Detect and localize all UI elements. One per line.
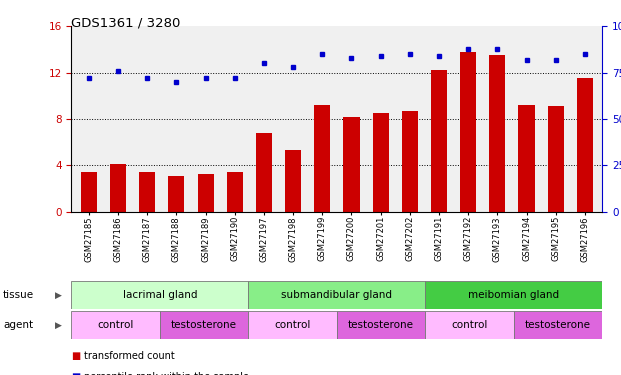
Bar	[425, 311, 514, 339]
Bar	[139, 172, 155, 212]
Bar	[110, 164, 126, 212]
Text: submandibular gland: submandibular gland	[281, 290, 392, 300]
Text: tissue: tissue	[3, 290, 34, 300]
Bar	[168, 176, 184, 212]
Bar	[256, 133, 272, 212]
Bar	[160, 311, 248, 339]
Bar	[337, 311, 425, 339]
Text: ■: ■	[71, 351, 81, 361]
Bar	[577, 78, 593, 212]
Bar	[197, 174, 214, 212]
Bar	[425, 281, 602, 309]
Text: meibomian gland: meibomian gland	[468, 290, 560, 300]
Bar	[81, 172, 97, 212]
Bar	[248, 281, 425, 309]
Bar	[548, 106, 564, 212]
Text: control: control	[97, 320, 134, 330]
Text: testosterone: testosterone	[171, 320, 237, 330]
Bar	[71, 281, 248, 309]
Text: testosterone: testosterone	[348, 320, 414, 330]
Text: transformed count: transformed count	[84, 351, 175, 361]
Text: testosterone: testosterone	[525, 320, 591, 330]
Bar	[285, 150, 301, 212]
Bar	[402, 111, 418, 212]
Bar	[460, 52, 476, 212]
Bar	[373, 113, 389, 212]
Bar	[314, 105, 330, 212]
Bar	[519, 105, 535, 212]
Text: ▶: ▶	[55, 321, 61, 330]
Bar	[489, 55, 505, 212]
Bar	[514, 311, 602, 339]
Text: agent: agent	[3, 320, 34, 330]
Text: control: control	[274, 320, 311, 330]
Bar	[71, 311, 160, 339]
Text: ▶: ▶	[55, 291, 61, 300]
Text: ■: ■	[71, 372, 81, 375]
Bar	[248, 311, 337, 339]
Bar	[431, 70, 447, 212]
Text: GDS1361 / 3280: GDS1361 / 3280	[71, 17, 181, 30]
Bar	[227, 172, 243, 212]
Text: control: control	[451, 320, 488, 330]
Text: lacrimal gland: lacrimal gland	[123, 290, 197, 300]
Text: percentile rank within the sample: percentile rank within the sample	[84, 372, 249, 375]
Bar	[343, 117, 360, 212]
